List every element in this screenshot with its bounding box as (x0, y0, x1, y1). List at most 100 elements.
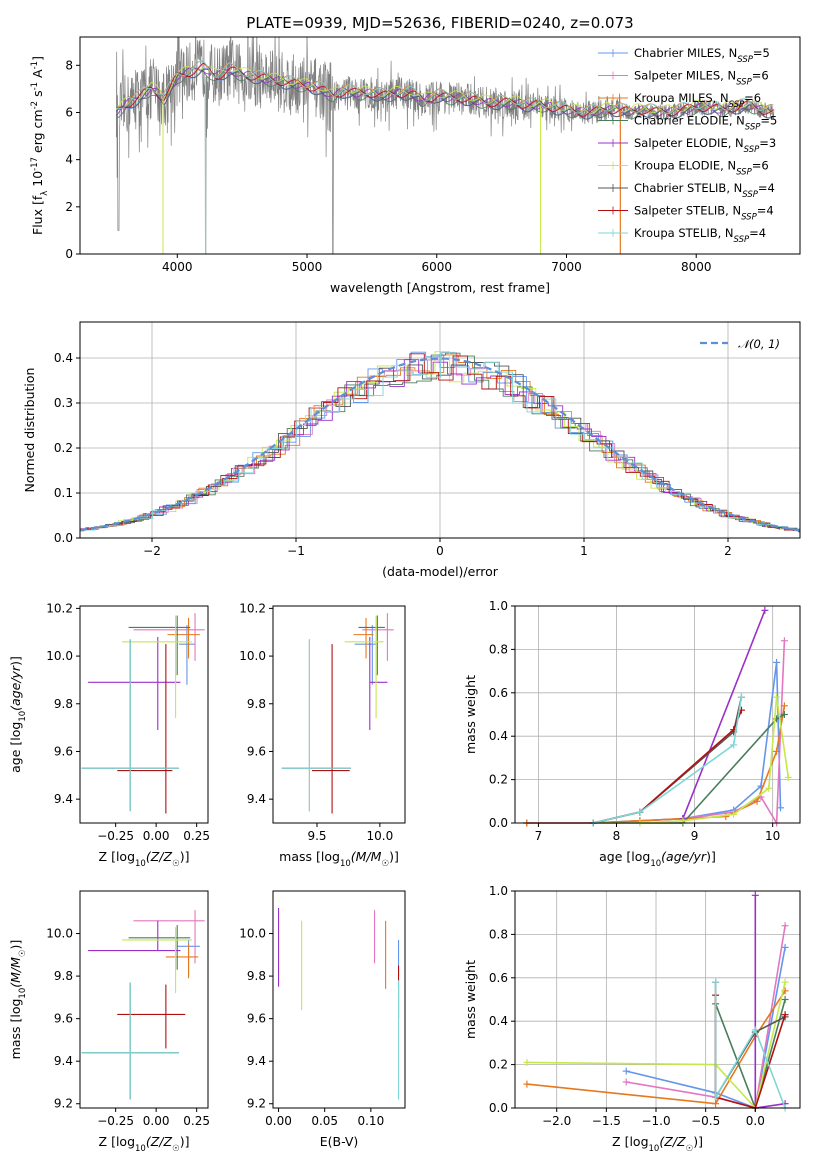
y-tick-label: 0.8 (489, 927, 508, 941)
x-tick-label: 4000 (162, 260, 193, 274)
y-tick-label: 4 (65, 153, 73, 167)
axes-frame (79, 890, 209, 1109)
legend-entry: Kroupa MILES, NSSP=6 (634, 91, 761, 110)
x-tick-label: 0.25 (183, 1114, 210, 1128)
x-tick-label: −1 (287, 544, 305, 558)
y-tick-label: 0.1 (54, 486, 73, 500)
y-axis-label: mass weight (463, 675, 478, 754)
y-tick-label: 9.8 (247, 697, 266, 711)
y-tick-label: 8 (65, 58, 73, 72)
legend-entry: Salpeter MILES, NSSP=6 (634, 69, 769, 88)
y-tick-label: 0.4 (54, 351, 73, 365)
x-tick-label: −0.5 (691, 1114, 720, 1128)
weight-line (714, 999, 786, 1111)
x-axis-label: age [log10(age/yr)] (599, 849, 716, 869)
x-axis-label: E(B-V) (320, 1134, 359, 1149)
age-vs-Z-panel: −0.25 0.00 0.25 9.4 9.6 9.8 10.0 10.2 Z [log10(Z… (8, 601, 210, 869)
x-tick-label: 8 (613, 829, 621, 843)
legend-entry: Kroupa STELIB, NSSP=4 (634, 226, 766, 245)
legend-entry: Chabrier STELIB, NSSP=4 (634, 181, 775, 200)
y-tick-label: 9.8 (54, 969, 73, 983)
x-tick-label: −0.25 (97, 1114, 134, 1128)
weight-line (526, 981, 786, 1110)
axes-frame (514, 890, 801, 1109)
y-tick-label: 0.2 (489, 1058, 508, 1072)
residual-histogram (80, 354, 800, 532)
x-tick-label: 9 (691, 829, 699, 843)
model-spectrum (116, 62, 774, 117)
y-tick-label: 0 (65, 247, 73, 261)
axes-frame (79, 36, 801, 255)
model-spectrum (115, 67, 774, 117)
residual-histogram (80, 359, 800, 531)
y-tick-label: 0.6 (489, 686, 508, 700)
y-axis-label: Flux [fλ 10-17 erg cm-2 s-1 A-1] (30, 56, 50, 235)
mass-vs-ebv-panel: 0.00 0.05 0.10 9.2 9.4 9.6 9.8 10.0 E(B-V) (239, 890, 406, 1149)
y-tick-label: 10.2 (46, 601, 73, 615)
y-tick-label: 0.0 (489, 816, 508, 830)
axes-frame (514, 605, 801, 824)
y-tick-label: 10.0 (46, 927, 73, 941)
x-tick-label: 0.00 (143, 829, 170, 843)
weight-line (714, 995, 786, 1109)
residuals-panel: −2 −1 0 1 2 0.0 0.1 0.2 0.3 0.4 (data-model)/error… (22, 321, 801, 579)
model-spectrum (116, 60, 774, 114)
x-tick-label: 0.00 (265, 1114, 292, 1128)
legend-entry: Salpeter ELODIE, NSSP=3 (634, 136, 776, 155)
x-tick-label: 5000 (292, 260, 323, 274)
weight-vs-age-panel: 7 8 9 10 0.0 0.2 0.4 0.6 0.8 1.0 age [log10(age/yr… (463, 599, 801, 869)
weight-line (714, 982, 786, 1109)
y-axis-label: Normed distribution (22, 368, 37, 493)
y-tick-label: 0.4 (489, 1014, 508, 1028)
y-tick-label: 9.2 (247, 1097, 266, 1111)
residual-histogram (80, 362, 800, 532)
x-tick-label: 0.00 (143, 1114, 170, 1128)
weight-line (593, 696, 790, 824)
x-tick-label: 0.0 (746, 1114, 765, 1128)
y-tick-label: 1.0 (489, 884, 508, 898)
spectrum-panel: 4000 5000 6000 7000 8000 0 2 4 6 8 wavelength [Ang… (30, 36, 801, 295)
weight-line (592, 696, 743, 824)
y-tick-label: 9.6 (247, 744, 266, 758)
y-axis-label: mass [log10(M/M☉)] (8, 940, 28, 1060)
y-tick-label: 9.8 (54, 697, 73, 711)
mass-vs-ebv-plot-area (277, 908, 400, 1100)
y-tick-label: 9.6 (54, 1012, 73, 1026)
x-tick-label: −2.0 (542, 1114, 571, 1128)
y-tick-label: 0.2 (54, 441, 73, 455)
spectrum-plot-area (115, 37, 775, 254)
weight-line (626, 947, 786, 1110)
residual-histogram (80, 351, 800, 532)
weight-line (682, 610, 766, 819)
x-tick-label: 0.05 (311, 1114, 338, 1128)
residual-histogram (80, 351, 800, 532)
y-tick-label: 9.8 (247, 969, 266, 983)
legend-entry: Kroupa ELODIE, NSSP=6 (634, 159, 769, 178)
model-spectrum (115, 66, 774, 114)
age-vs-mass-plot-area (281, 613, 394, 814)
y-tick-label: 0.2 (489, 773, 508, 787)
y-tick-label: 0.4 (489, 729, 508, 743)
x-axis-label: wavelength [Angstrom, rest frame] (330, 280, 550, 295)
figure-title: PLATE=0939, MJD=52636, FIBERID=0240, z=0… (246, 14, 633, 32)
y-tick-label: 0.8 (489, 642, 508, 656)
weight-line (526, 640, 786, 826)
x-axis-label: (data-model)/error (382, 564, 499, 579)
residuals-plot-area (80, 351, 800, 533)
x-tick-label: 2 (724, 544, 732, 558)
y-tick-label: 9.6 (247, 1012, 266, 1026)
weight-vs-Z-panel: −2.0 −1.5 −1.0 −0.5 0.0 0.0 0.2 0.4 0.6 0.8 1.0 Z [… (463, 884, 801, 1154)
legend-entry: Salpeter STELIB, NSSP=4 (634, 204, 774, 223)
age-vs-Z-plot-area (81, 613, 205, 814)
y-axis-label: mass weight (463, 960, 478, 1039)
residual-histogram (80, 353, 800, 533)
y-tick-label: 9.2 (54, 1097, 73, 1111)
x-axis-label: Z [log10(Z/Z☉)] (99, 849, 190, 869)
mass-vs-Z-panel: −0.25 0.00 0.25 9.2 9.4 9.6 9.8 10.0 Z [log10(Z/… (8, 890, 210, 1154)
x-tick-label: 9.5 (307, 829, 326, 843)
x-tick-label: 0.10 (357, 1114, 384, 1128)
x-tick-label: −1.5 (592, 1114, 621, 1128)
x-tick-label: 1 (580, 544, 588, 558)
x-tick-label: −0.25 (97, 829, 134, 843)
